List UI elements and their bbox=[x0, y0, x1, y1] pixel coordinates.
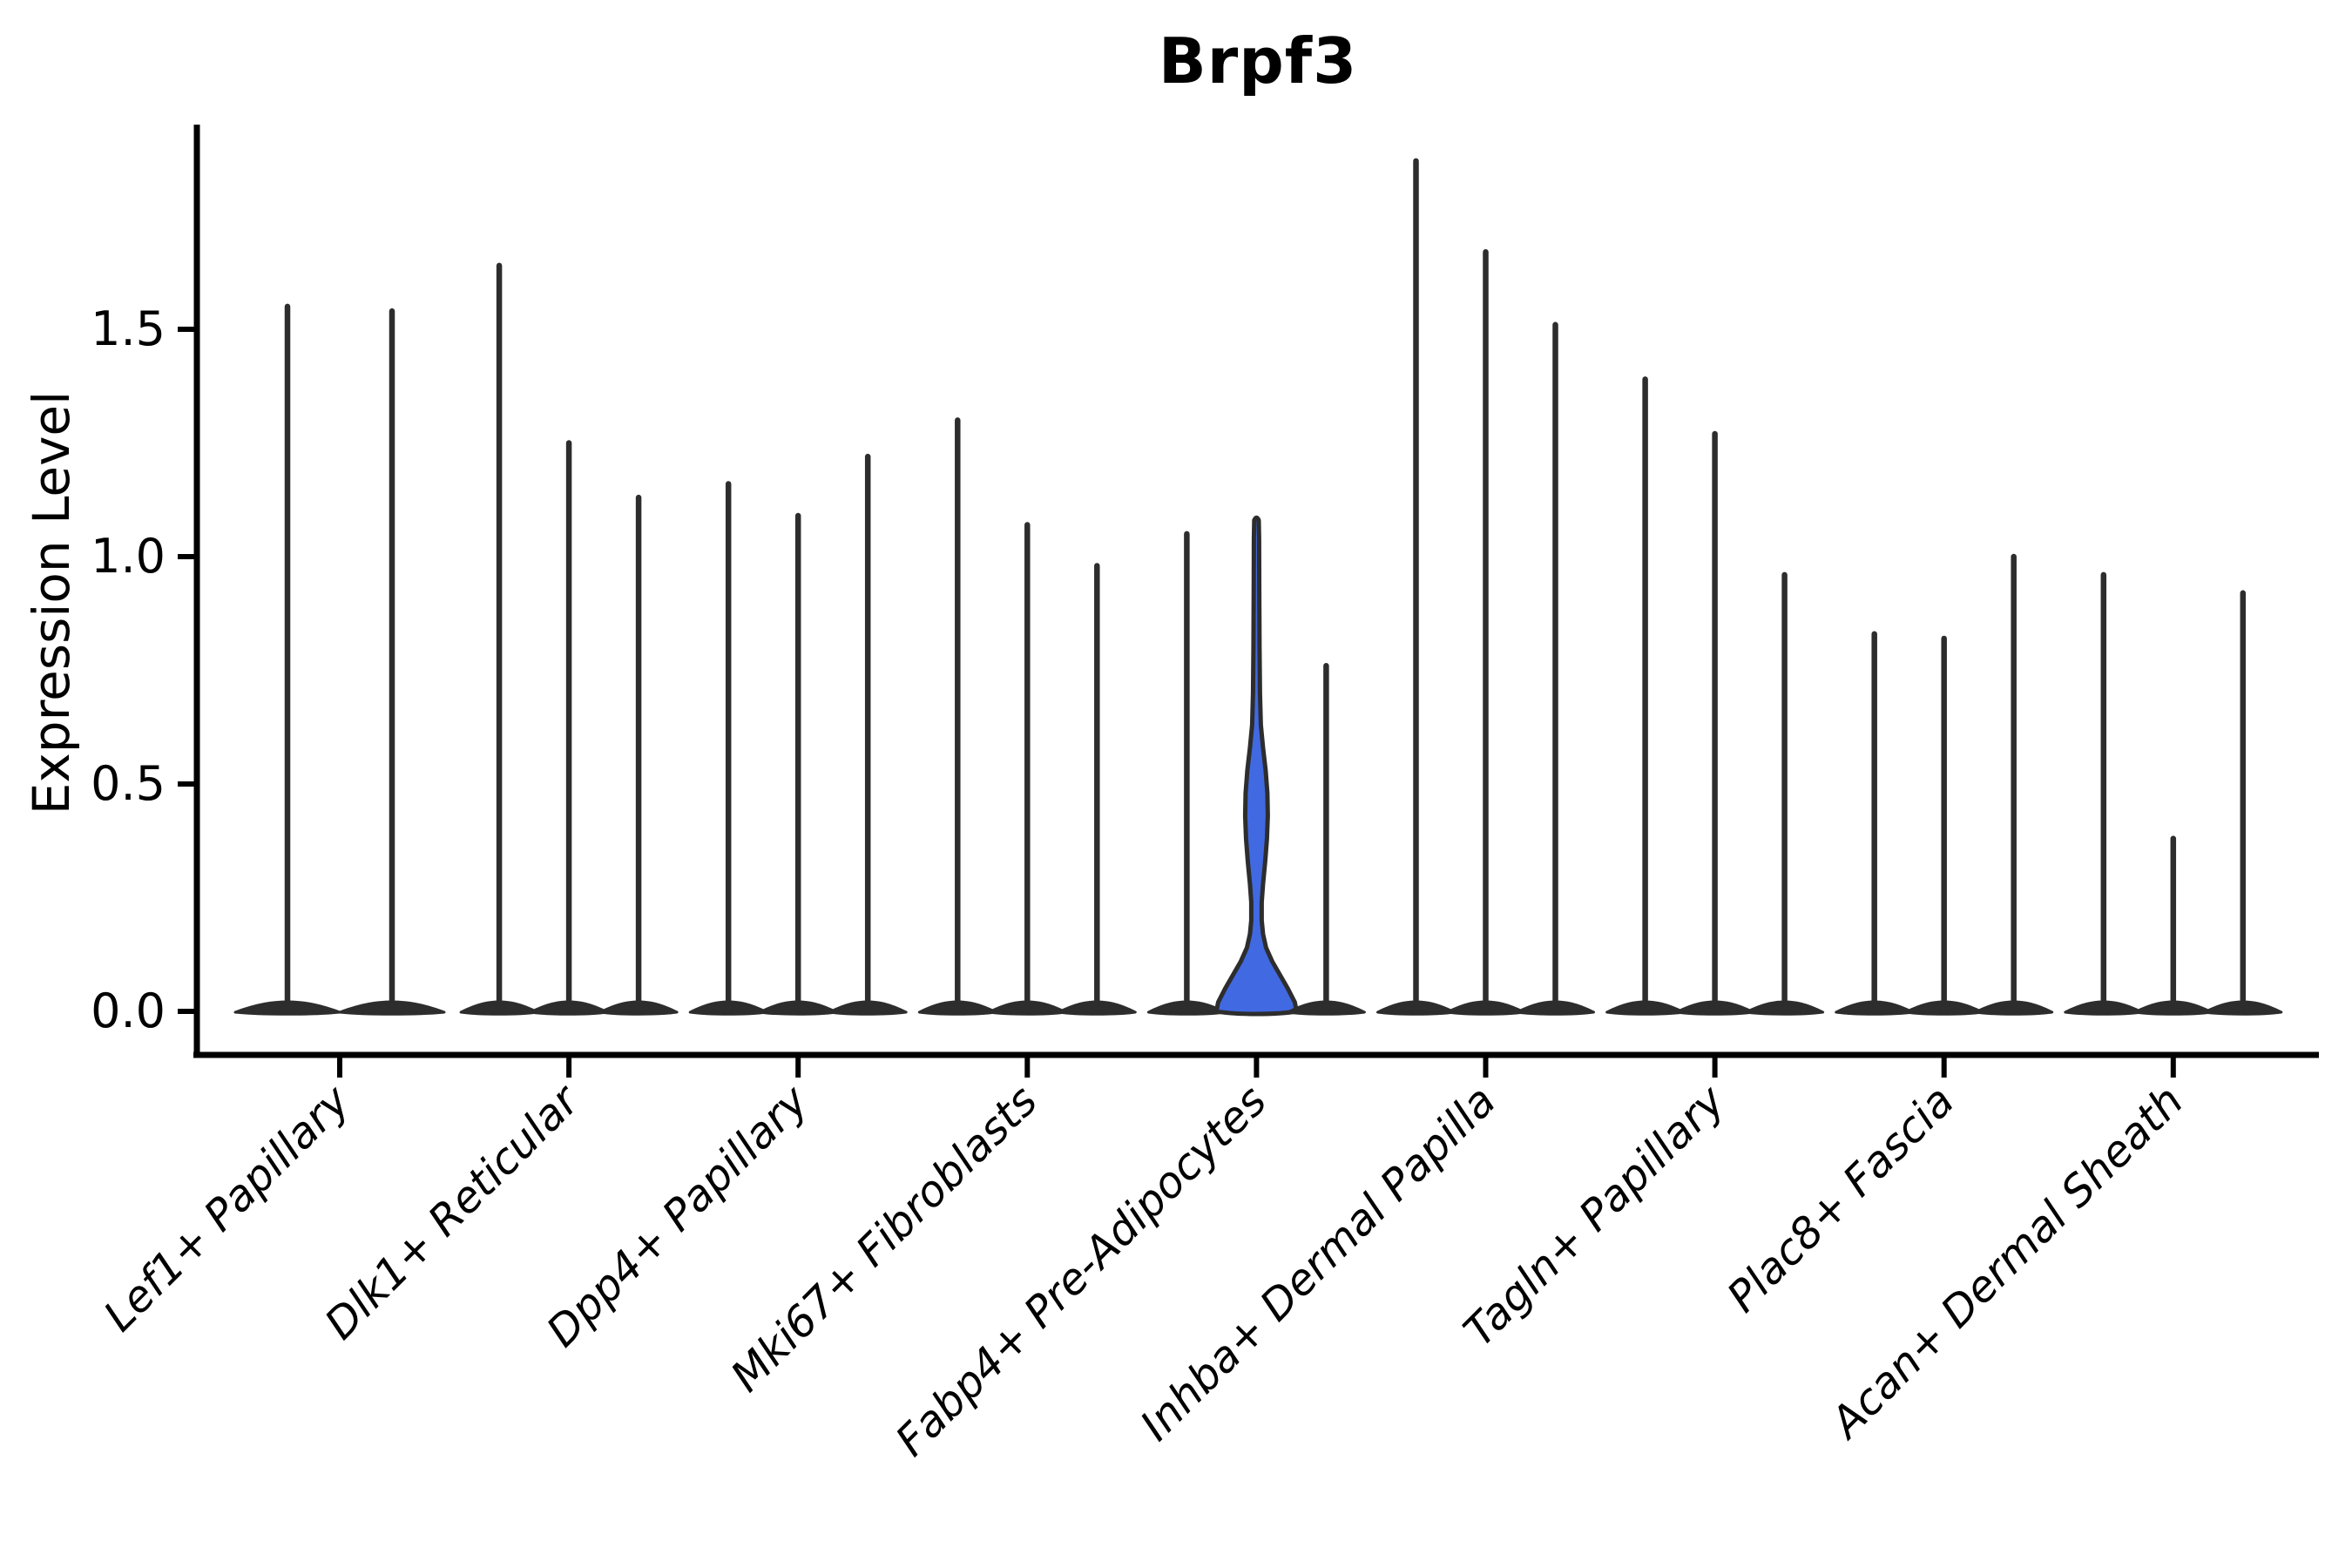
violin-base bbox=[758, 1000, 838, 1016]
violin-base bbox=[987, 1000, 1067, 1016]
violin-base bbox=[529, 1000, 609, 1016]
x-tick-label: Plac8+ Fascia bbox=[1718, 1076, 1963, 1321]
y-tick-label: 0.5 bbox=[91, 756, 166, 811]
violin-base bbox=[1376, 1000, 1456, 1016]
violin-base bbox=[1745, 1000, 1825, 1016]
violin-base bbox=[917, 1000, 997, 1016]
violin-base bbox=[1605, 1000, 1686, 1016]
violin-base bbox=[1675, 1000, 1755, 1016]
violin-base bbox=[338, 1000, 446, 1016]
violin-base bbox=[1516, 1000, 1595, 1016]
violin-base bbox=[688, 1000, 768, 1016]
violin-base bbox=[1286, 1000, 1366, 1016]
x-tick-label: Lef1+ Papillary bbox=[94, 1075, 360, 1341]
violin-highlighted bbox=[1213, 515, 1299, 1017]
violin-base bbox=[828, 1000, 908, 1016]
x-tick-label: Fabp4+ Pre-Adipocytes bbox=[886, 1076, 1276, 1466]
violin-base bbox=[1904, 1000, 1984, 1016]
violin-base bbox=[1835, 1000, 1915, 1016]
violin-base bbox=[459, 1000, 539, 1016]
violin-base bbox=[233, 1000, 341, 1016]
y-tick-label: 0.0 bbox=[91, 983, 166, 1038]
x-tick-label: Dlk1+ Reticular bbox=[315, 1074, 590, 1348]
violin-base bbox=[1057, 1000, 1137, 1016]
violin-base bbox=[1974, 1000, 2054, 1016]
chart-title: Brpf3 bbox=[1158, 24, 1358, 98]
violin-base bbox=[1146, 1000, 1227, 1016]
violin-base bbox=[2064, 1000, 2144, 1016]
violin-base bbox=[598, 1000, 679, 1016]
y-tick-label: 1.0 bbox=[91, 529, 166, 584]
violin-base bbox=[2203, 1000, 2283, 1016]
violin-base bbox=[2133, 1000, 2213, 1016]
violin-base bbox=[1446, 1000, 1525, 1016]
y-tick-label: 1.5 bbox=[91, 301, 166, 356]
